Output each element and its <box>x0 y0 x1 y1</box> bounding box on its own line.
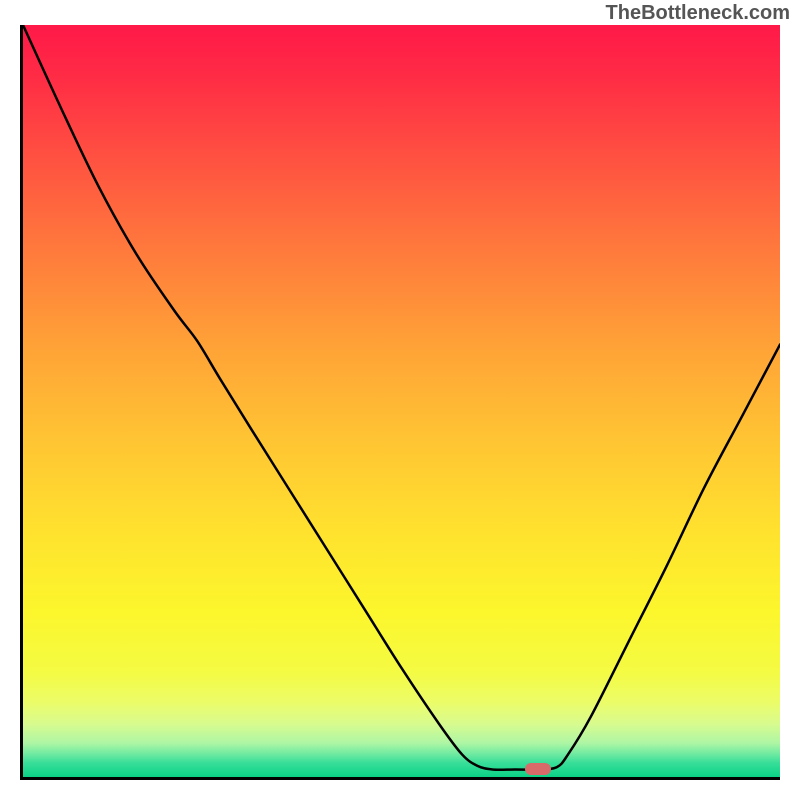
chart-container: TheBottleneck.com <box>0 0 800 800</box>
curve-path <box>23 25 780 770</box>
bottleneck-curve <box>23 25 780 777</box>
plot-area <box>20 25 780 780</box>
optimal-marker <box>525 763 551 775</box>
watermark-text: TheBottleneck.com <box>606 2 790 25</box>
